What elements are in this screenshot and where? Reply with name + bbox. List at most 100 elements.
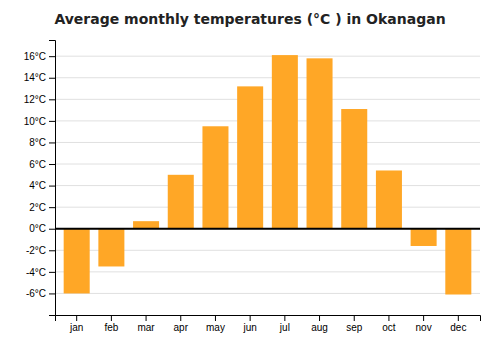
chart-container: -6°C -4°C -2°C 0°C 2°C 4°C 6°C 8°C 10°C 12°C 14°C 1… — [0, 0, 500, 350]
tick-label: may — [206, 322, 225, 333]
bar — [64, 229, 90, 294]
tick-mark — [49, 56, 55, 57]
tick-label: 8°C — [29, 137, 46, 148]
tick-mark — [319, 315, 320, 321]
tick-mark — [49, 164, 55, 165]
tick: 6°C — [29, 159, 55, 170]
title: Average monthly temperatures (°C ) in Ok… — [54, 11, 445, 27]
grid-line — [55, 293, 480, 294]
bar — [202, 126, 228, 228]
grid-line — [55, 120, 480, 121]
tick-mark — [49, 207, 55, 208]
tick-label: 10°C — [24, 116, 46, 127]
tick: aug — [311, 315, 328, 333]
grid-line — [55, 185, 480, 186]
grid-line — [55, 99, 480, 100]
tick-label: oct — [382, 322, 396, 333]
y-axis: -6°C -4°C -2°C 0°C 2°C 4°C 6°C 8°C 10°C 12°C 14°C 1… — [24, 41, 56, 316]
tick: apr — [174, 315, 189, 333]
tick-label: -4°C — [26, 267, 46, 278]
tick-mark — [146, 315, 147, 321]
tick-mark — [49, 121, 55, 122]
tick: 10°C — [24, 116, 55, 127]
tick: oct — [382, 315, 396, 333]
tick-label: 0°C — [29, 223, 46, 234]
tick-mark — [49, 272, 55, 273]
tick-label: 6°C — [29, 159, 46, 170]
bar — [168, 175, 194, 229]
tick: jul — [279, 315, 290, 333]
tick: 16°C — [24, 51, 55, 62]
tick: feb — [104, 315, 118, 333]
tick-label: 4°C — [29, 180, 46, 191]
grid-line — [55, 56, 480, 57]
bar — [237, 86, 263, 228]
bar — [411, 229, 437, 246]
tick-label: 14°C — [24, 72, 46, 83]
tick: 4°C — [29, 180, 55, 191]
tick: mar — [137, 315, 155, 333]
tick: jun — [242, 315, 256, 333]
chart-svg: -6°C -4°C -2°C 0°C 2°C 4°C 6°C 8°C 10°C 12°C 14°C 1… — [0, 0, 500, 350]
tick-mark — [76, 315, 77, 321]
tick-mark — [49, 229, 55, 230]
tick-mark — [49, 78, 55, 79]
tick-mark — [49, 293, 55, 294]
tick-label: jun — [242, 322, 256, 333]
tick-label: jan — [69, 322, 83, 333]
grid-line — [55, 271, 480, 272]
plot: -6°C -4°C -2°C 0°C 2°C 4°C 6°C 8°C 10°C 12°C 14°C 1… — [24, 41, 481, 334]
tick-mark — [49, 99, 55, 100]
tick: 2°C — [29, 202, 55, 213]
tick-label: mar — [137, 322, 155, 333]
zero-line — [55, 228, 480, 230]
tick: -2°C — [26, 245, 55, 256]
grid-line — [55, 207, 480, 208]
tick-label: feb — [104, 322, 118, 333]
tick: jan — [69, 315, 83, 333]
tick: -6°C — [26, 288, 55, 299]
tick-label: nov — [416, 322, 432, 333]
grid-line — [55, 142, 480, 143]
axis-line — [49, 41, 56, 316]
grid — [55, 56, 480, 293]
tick-mark — [250, 315, 251, 321]
tick-mark — [284, 315, 285, 321]
tick-label: sep — [346, 322, 363, 333]
tick-mark — [215, 315, 216, 321]
tick-label: 16°C — [24, 51, 46, 62]
tick: nov — [416, 315, 432, 333]
bar — [133, 221, 159, 229]
tick-mark — [388, 315, 389, 321]
grid-line — [55, 164, 480, 165]
tick: 12°C — [24, 94, 55, 105]
tick-label: 2°C — [29, 202, 46, 213]
bar — [341, 109, 367, 229]
bar — [445, 229, 471, 295]
tick-label: -2°C — [26, 245, 46, 256]
tick-mark — [49, 186, 55, 187]
tick-mark — [354, 315, 355, 321]
tick-label: dec — [450, 322, 466, 333]
bar — [376, 170, 402, 228]
tick: -4°C — [26, 267, 55, 278]
tick: may — [206, 315, 225, 333]
tick: 0°C — [29, 223, 55, 234]
tick-label: aug — [311, 322, 328, 333]
tick-mark — [49, 250, 55, 251]
x-axis: jan feb mar apr may jun jul aug sep oct nov dec — [56, 315, 481, 333]
grid-line — [55, 77, 480, 78]
tick: 8°C — [29, 137, 55, 148]
tick: dec — [450, 315, 466, 333]
tick-mark — [423, 315, 424, 321]
axis-line — [56, 316, 481, 322]
tick-label: apr — [174, 322, 189, 333]
tick-mark — [49, 142, 55, 143]
tick-label: jul — [279, 322, 290, 333]
tick-label: 12°C — [24, 94, 46, 105]
tick: 14°C — [24, 72, 55, 83]
bar — [272, 55, 298, 229]
grid-line — [55, 228, 480, 229]
tick-mark — [458, 315, 459, 321]
bars — [64, 55, 472, 294]
